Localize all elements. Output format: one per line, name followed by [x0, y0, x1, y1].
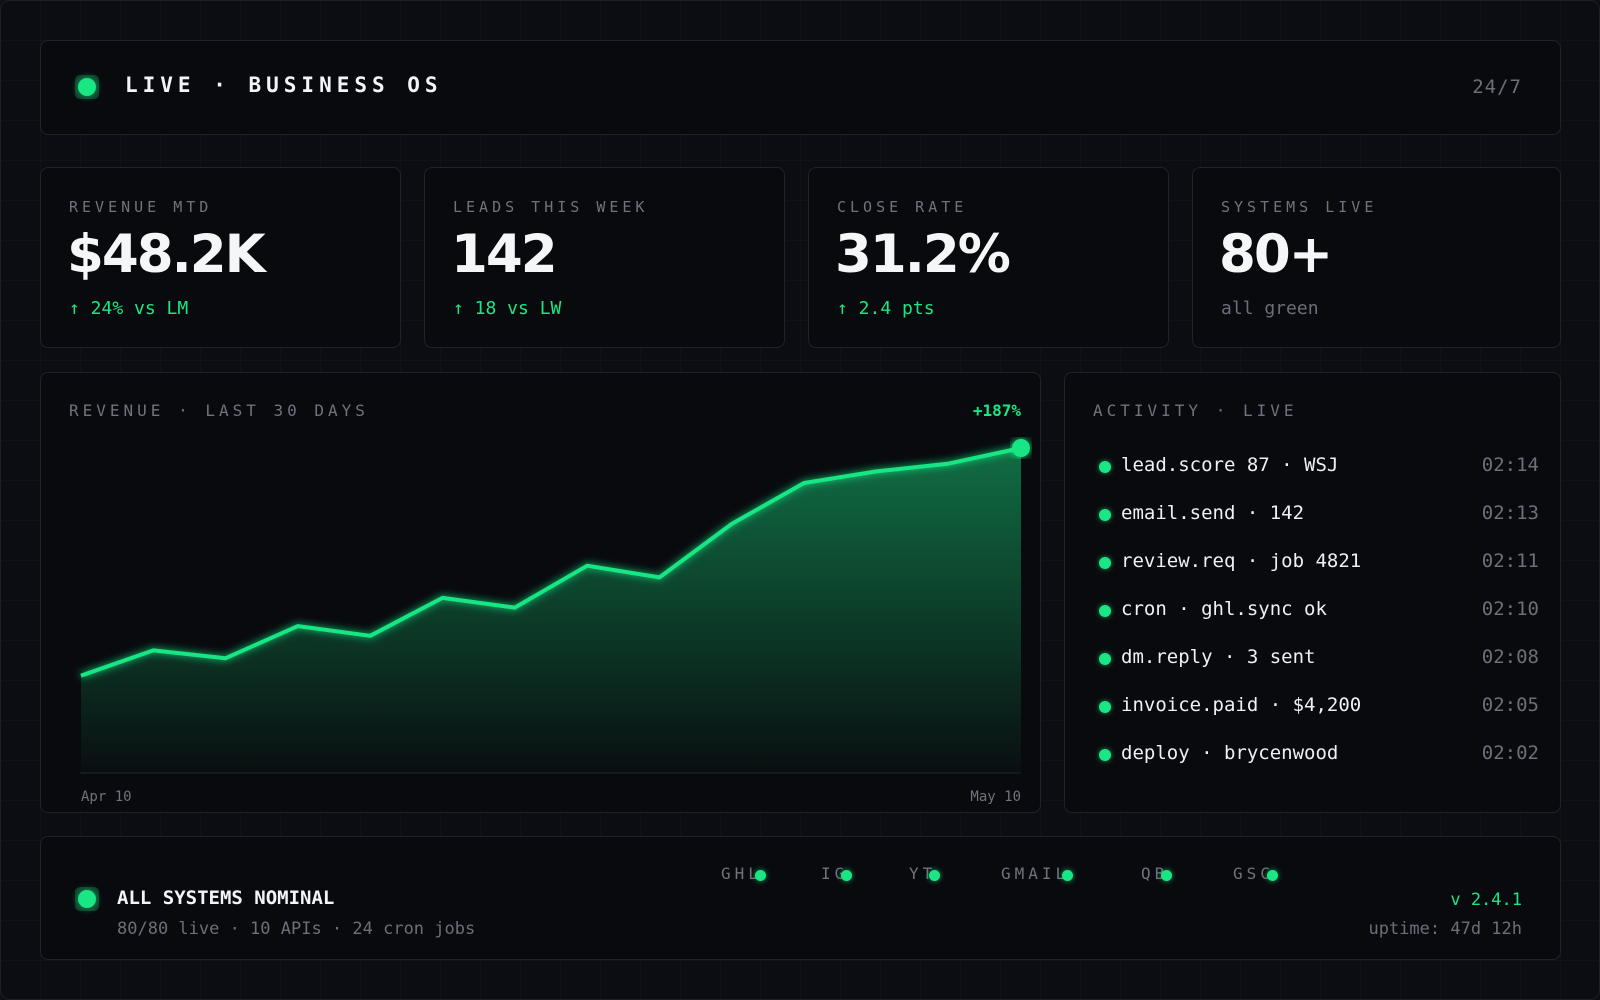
activity-time: 02:14 — [1481, 454, 1539, 476]
kpi-card-systems[interactable]: SYSTEMS LIVE 80+ all green — [1192, 167, 1561, 348]
availability-label: 24/7 — [1472, 76, 1522, 98]
activity-feed-panel: ACTIVITY · LIVE lead.score 87 · WSJ 02:1… — [1064, 372, 1561, 813]
chart-latest-point — [1012, 439, 1030, 457]
status-dot-icon — [1099, 461, 1111, 473]
activity-item[interactable]: cron · ghl.sync ok 02:10 — [1099, 598, 1539, 628]
chart-title: REVENUE · LAST 30 DAYS — [69, 401, 369, 420]
kpi-delta: all green — [1221, 298, 1319, 319]
activity-item[interactable]: review.req · job 4821 02:11 — [1099, 550, 1539, 580]
x-axis-start-label: Apr 10 — [81, 789, 132, 805]
kpi-delta: ↑ 18 vs LW — [453, 298, 562, 319]
activity-time: 02:02 — [1481, 742, 1539, 764]
integration-label: YT — [909, 864, 937, 883]
activity-text: cron · ghl.sync ok — [1121, 598, 1327, 620]
header-bar: LIVE · BUSINESS OS 24/7 — [40, 40, 1561, 135]
integration-ghl[interactable]: GHL — [721, 864, 766, 886]
kpi-label: CLOSE RATE — [837, 198, 968, 216]
activity-time: 02:05 — [1481, 694, 1539, 716]
system-status-footer: ALL SYSTEMS NOMINAL 80/80 live · 10 APIs… — [40, 836, 1561, 960]
activity-item[interactable]: lead.score 87 · WSJ 02:14 — [1099, 454, 1539, 484]
activity-text: deploy · brycenwood — [1121, 742, 1339, 764]
integration-qb[interactable]: QB — [1141, 864, 1173, 886]
activity-item[interactable]: email.send · 142 02:13 — [1099, 502, 1539, 532]
status-dot-icon — [754, 870, 766, 881]
status-dot-icon — [1161, 870, 1173, 881]
integration-label: GSC — [1233, 864, 1274, 883]
kpi-card-leads[interactable]: LEADS THIS WEEK 142 ↑ 18 vs LW — [424, 167, 785, 348]
status-dot-icon — [929, 870, 941, 881]
activity-text: review.req · job 4821 — [1121, 550, 1362, 572]
integration-gsc[interactable]: GSC — [1233, 864, 1278, 886]
status-dot-icon — [1062, 870, 1074, 881]
kpi-label: LEADS THIS WEEK — [453, 198, 649, 216]
integration-label: GHL — [721, 864, 762, 883]
system-summary: 80/80 live · 10 APIs · 24 cron jobs — [117, 919, 476, 939]
kpi-card-revenue[interactable]: REVENUE MTD $48.2K ↑ 24% vs LM — [40, 167, 401, 348]
integration-gmail[interactable]: GMAIL — [1001, 864, 1074, 886]
status-dot-icon — [1099, 701, 1111, 713]
integration-label: QB — [1141, 864, 1169, 883]
x-axis-end-label: May 10 — [970, 789, 1021, 805]
status-dot-icon — [1099, 605, 1111, 617]
activity-item[interactable]: dm.reply · 3 sent 02:08 — [1099, 646, 1539, 676]
system-status-icon — [75, 887, 99, 911]
live-status-icon — [75, 75, 99, 99]
kpi-delta: ↑ 24% vs LM — [69, 298, 189, 319]
kpi-value: 80+ — [1219, 224, 1333, 285]
activity-item[interactable]: invoice.paid · $4,200 02:05 — [1099, 694, 1539, 724]
kpi-label: SYSTEMS LIVE — [1221, 198, 1378, 216]
activity-time: 02:13 — [1481, 502, 1539, 524]
integration-ig[interactable]: IG — [821, 864, 853, 886]
activity-time: 02:10 — [1481, 598, 1539, 620]
kpi-card-close-rate[interactable]: CLOSE RATE 31.2% ↑ 2.4 pts — [808, 167, 1169, 348]
system-status-text: ALL SYSTEMS NOMINAL — [117, 887, 335, 909]
integration-label: GMAIL — [1001, 864, 1070, 883]
status-dot-icon — [1099, 653, 1111, 665]
activity-text: dm.reply · 3 sent — [1121, 646, 1316, 668]
activity-time: 02:08 — [1481, 646, 1539, 668]
kpi-value: 142 — [451, 224, 558, 285]
page-title: LIVE · BUSINESS OS — [125, 73, 443, 97]
activity-text: email.send · 142 — [1121, 502, 1305, 524]
kpi-delta: ↑ 2.4 pts — [837, 298, 935, 319]
uptime-label: uptime: 47d 12h — [1368, 919, 1522, 939]
activity-time: 02:11 — [1481, 550, 1539, 572]
integration-yt[interactable]: YT — [909, 864, 941, 886]
status-dot-icon — [1266, 870, 1278, 881]
chart-change-badge: +187% — [972, 401, 1021, 420]
status-dot-icon — [841, 870, 853, 881]
version-label: v 2.4.1 — [1450, 890, 1522, 910]
activity-item[interactable]: deploy · brycenwood 02:02 — [1099, 742, 1539, 772]
activity-text: invoice.paid · $4,200 — [1121, 694, 1362, 716]
kpi-label: REVENUE MTD — [69, 198, 213, 216]
chart-area-fill — [81, 448, 1021, 773]
chart-series-line — [80, 446, 1022, 678]
status-dot-icon — [1099, 509, 1111, 521]
status-dot-icon — [1099, 749, 1111, 761]
revenue-chart-panel: REVENUE · LAST 30 DAYS +187% Apr 10 May … — [40, 372, 1041, 813]
activity-title: ACTIVITY · LIVE — [1093, 401, 1298, 420]
activity-text: lead.score 87 · WSJ — [1121, 454, 1339, 476]
status-dot-icon — [1099, 557, 1111, 569]
revenue-chart — [80, 439, 1030, 774]
integration-label: IG — [821, 864, 849, 883]
kpi-value: $48.2K — [67, 224, 266, 285]
kpi-value: 31.2% — [835, 224, 1011, 285]
